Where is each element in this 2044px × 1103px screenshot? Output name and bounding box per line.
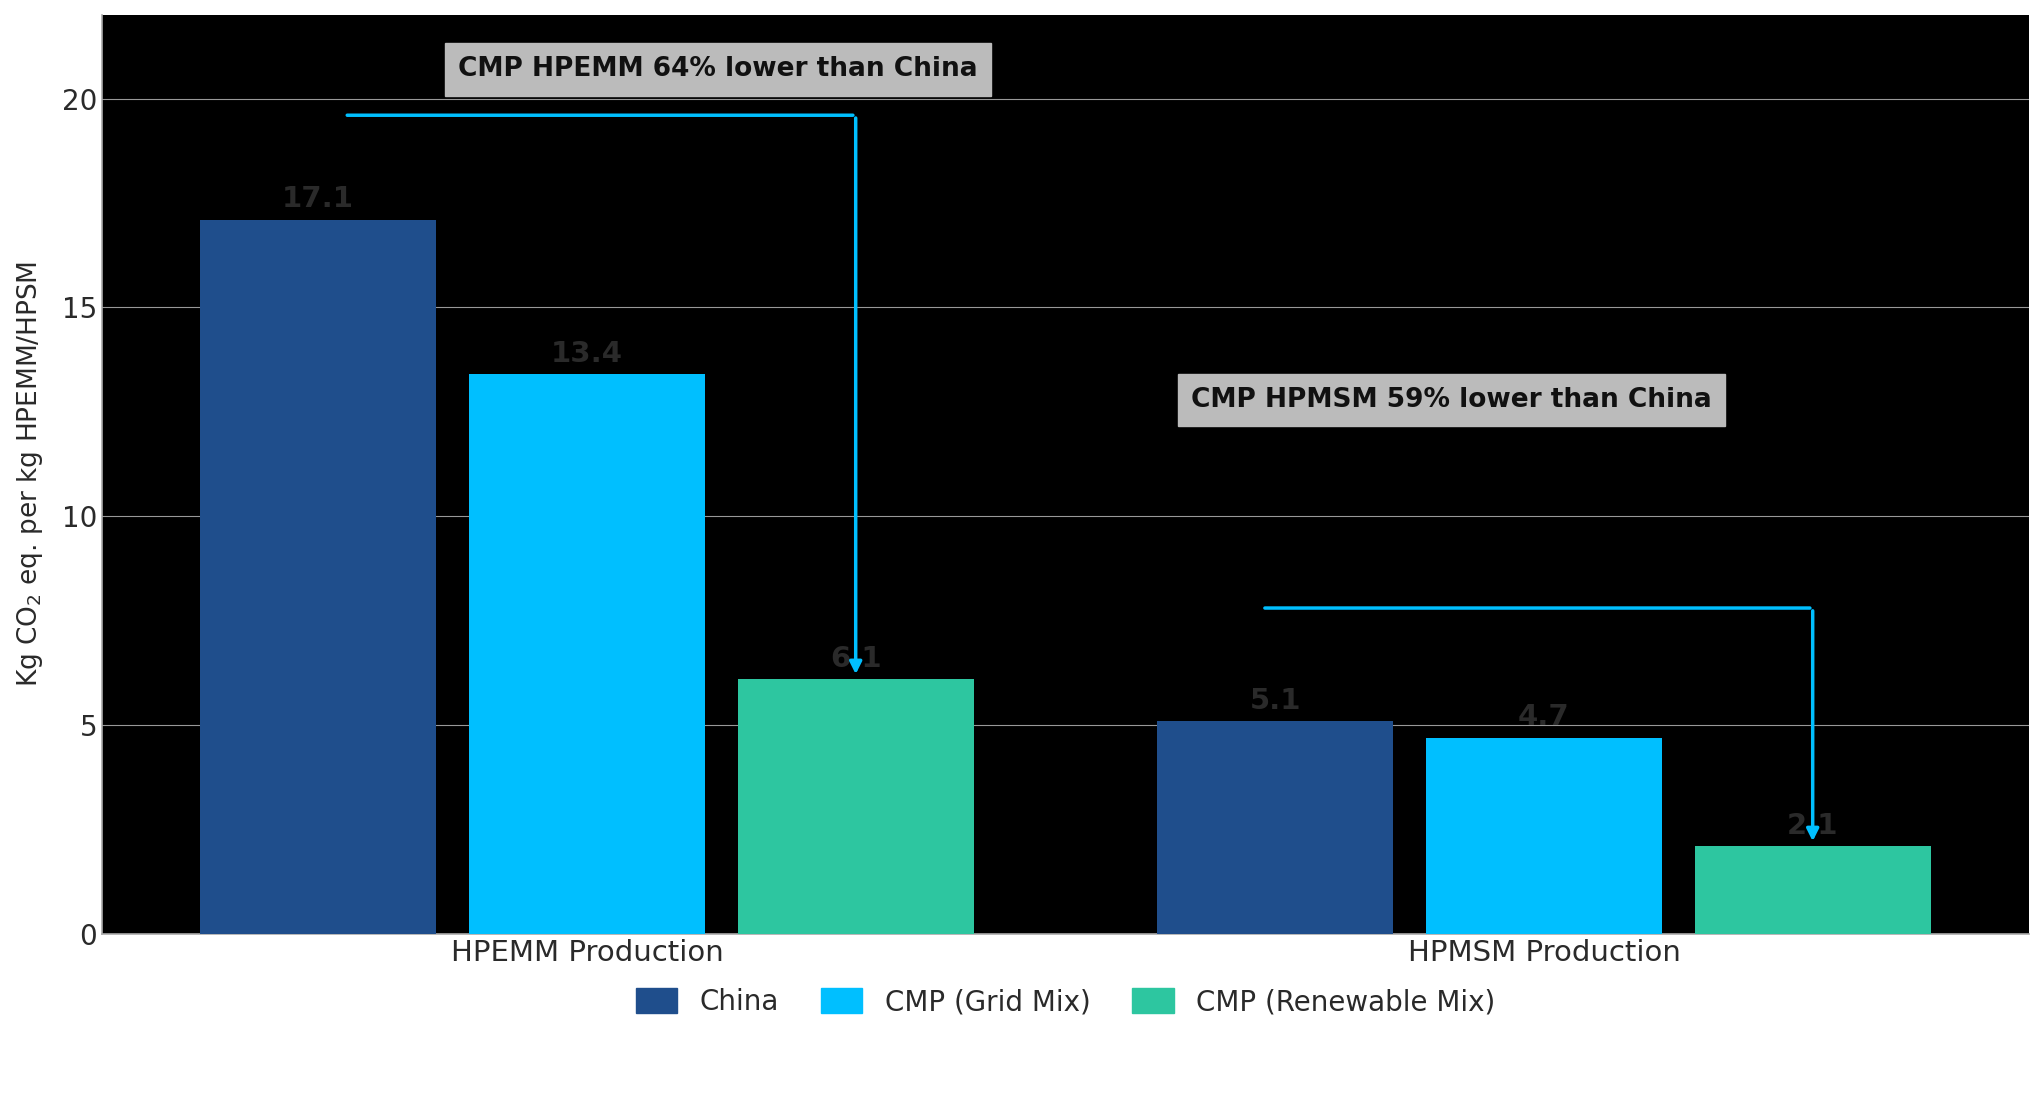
Text: 4.7: 4.7 [1519,704,1570,731]
Text: 13.4: 13.4 [552,340,623,368]
Bar [1694,846,1932,934]
Text: 17.1: 17.1 [282,185,354,213]
Text: 6.1: 6.1 [830,645,881,673]
Bar [468,374,705,934]
Text: CMP HPEMM 64% lower than China: CMP HPEMM 64% lower than China [458,56,977,83]
Legend: China, CMP (Grid Mix), CMP (Renewable Mix): China, CMP (Grid Mix), CMP (Renewable Mi… [621,974,1508,1030]
Text: CMP HPMSM 59% lower than China: CMP HPMSM 59% lower than China [1192,387,1711,414]
Text: 5.1: 5.1 [1249,686,1300,715]
Bar [1427,738,1662,934]
Y-axis label: Kg CO$_2$ eq. per kg HPEMM/HPSM: Kg CO$_2$ eq. per kg HPEMM/HPSM [14,261,45,687]
Text: 2.1: 2.1 [1786,812,1838,839]
Bar [1157,720,1394,934]
Bar [200,219,435,934]
Bar [738,679,973,934]
